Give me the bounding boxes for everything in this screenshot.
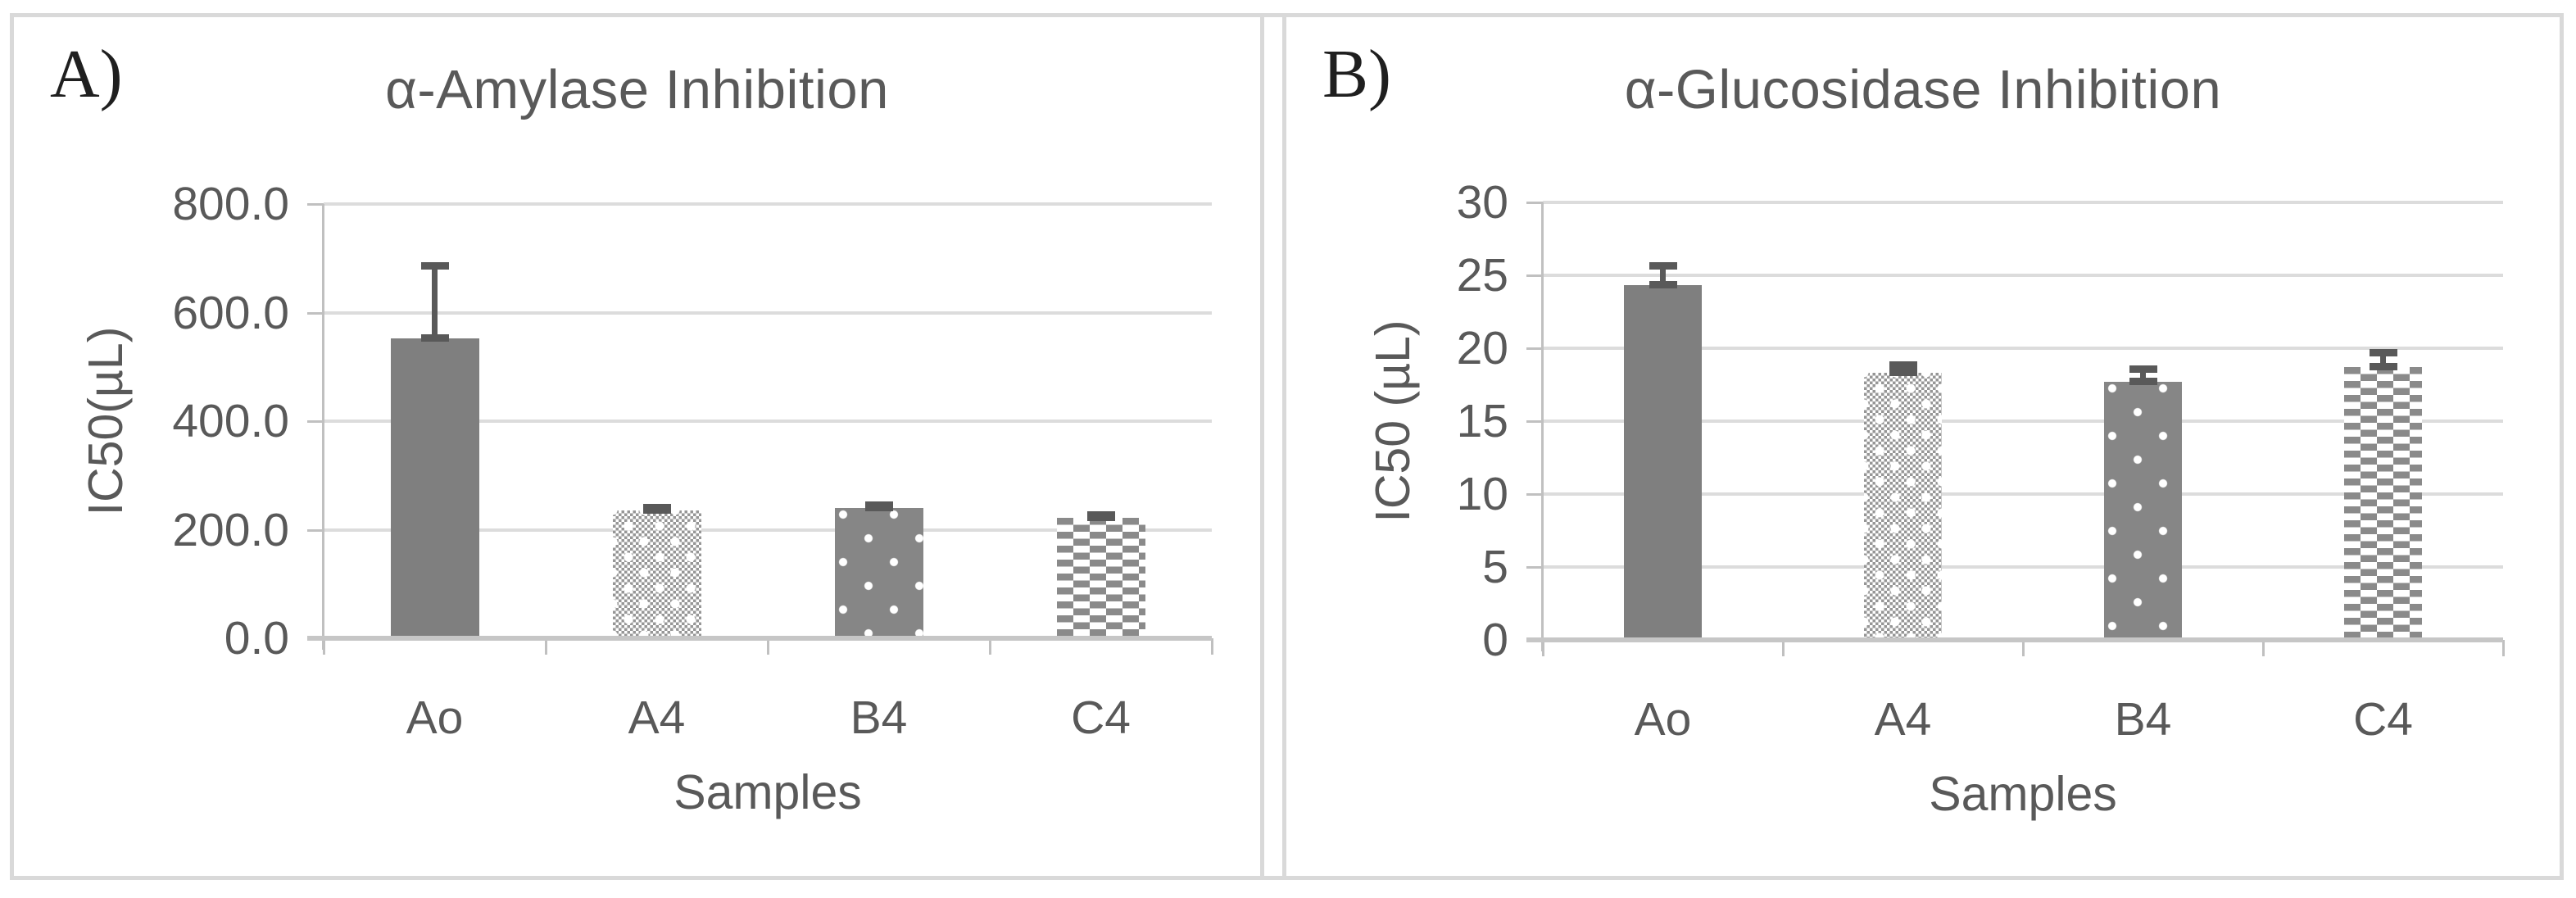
y-tick-label: 0 bbox=[1482, 614, 1508, 666]
x-category-label: A4 bbox=[1874, 693, 1932, 746]
error-bar-cap-bottom bbox=[864, 504, 893, 511]
error-bar-cap-top bbox=[1889, 361, 1917, 369]
error-bar-stem bbox=[1660, 265, 1666, 286]
x-axis-tick bbox=[323, 638, 325, 655]
error-bar-cap-bottom bbox=[2369, 363, 2397, 371]
y-tick-label: 30 bbox=[1456, 176, 1508, 229]
y-axis-tick bbox=[307, 420, 324, 423]
panel-gap bbox=[1264, 17, 1282, 876]
error-bar-cap-top bbox=[420, 261, 449, 270]
gridline bbox=[324, 528, 1212, 532]
error-bar-stem bbox=[2140, 368, 2146, 382]
x-category-label: Ao bbox=[1634, 693, 1692, 746]
x-category-label: B4 bbox=[2114, 693, 2172, 746]
bar-Ao bbox=[390, 338, 479, 638]
y-axis-tick bbox=[1526, 566, 1543, 569]
x-category-label: Ao bbox=[406, 692, 464, 744]
x-axis-tick bbox=[1211, 638, 1213, 655]
x-axis-tick bbox=[1782, 640, 1785, 656]
chart-b-plot-area bbox=[1526, 201, 2505, 656]
y-tick-label: 0.0 bbox=[224, 612, 289, 664]
y-axis-tick bbox=[307, 203, 324, 206]
y-axis-line bbox=[1541, 202, 1544, 651]
error-bar-cap-bottom bbox=[642, 506, 671, 514]
error-bar-stem bbox=[2380, 352, 2386, 368]
bar-B4 bbox=[834, 508, 923, 638]
error-bar-stem bbox=[432, 265, 438, 338]
y-tick-label: 400.0 bbox=[172, 395, 289, 447]
y-tick-label: 25 bbox=[1456, 249, 1508, 302]
gridline bbox=[1543, 492, 2503, 496]
x-category-label: A4 bbox=[628, 692, 686, 744]
error-bar-cap-top bbox=[1649, 261, 1677, 270]
x-axis-tick bbox=[989, 638, 991, 655]
y-axis-line bbox=[322, 204, 324, 650]
y-axis-tick bbox=[1526, 347, 1543, 350]
chart-panel-b: B) α-Glucosidase Inhibition IC50 (µL) Sa… bbox=[1282, 17, 2560, 876]
y-tick-label: 5 bbox=[1482, 541, 1508, 593]
bar-C4 bbox=[1056, 517, 1145, 638]
gridline bbox=[1543, 201, 2503, 204]
bar-A4 bbox=[612, 510, 701, 638]
gridline bbox=[324, 202, 1212, 206]
x-axis-tick bbox=[2022, 640, 2025, 656]
error-bar-cap-bottom bbox=[1086, 513, 1115, 521]
chart-b-x-axis-title: Samples bbox=[1929, 767, 2117, 821]
x-axis-tick bbox=[2502, 640, 2505, 656]
y-tick-label: 600.0 bbox=[172, 286, 289, 339]
y-tick-label: 15 bbox=[1456, 395, 1508, 447]
error-bar-cap-bottom bbox=[1649, 281, 1677, 289]
x-axis-tick bbox=[767, 638, 769, 655]
chart-panel-a: A) α-Amylase Inhibition IC50(µL) Samples… bbox=[14, 17, 1264, 876]
chart-a-title: α-Amylase Inhibition bbox=[385, 59, 889, 120]
chart-a-plot-area bbox=[307, 202, 1213, 655]
x-category-label: C4 bbox=[2353, 693, 2413, 746]
y-axis-tick bbox=[307, 311, 324, 315]
bar-A4 bbox=[1864, 373, 1942, 640]
y-axis-tick bbox=[1526, 274, 1543, 277]
x-axis-line bbox=[307, 636, 1212, 641]
error-bar-cap-bottom bbox=[2129, 377, 2157, 385]
x-axis-line bbox=[1526, 637, 2503, 642]
x-category-label: C4 bbox=[1071, 692, 1131, 744]
y-axis-tick bbox=[1526, 202, 1543, 204]
bar-C4 bbox=[2344, 367, 2422, 640]
y-axis-tick bbox=[307, 528, 324, 532]
x-axis-tick bbox=[1542, 640, 1544, 656]
chart-a-x-axis-title: Samples bbox=[673, 765, 862, 819]
error-bar-cap-bottom bbox=[1889, 369, 1917, 377]
y-tick-label: 800.0 bbox=[172, 178, 289, 230]
chart-b-title: α-Glucosidase Inhibition bbox=[1624, 59, 2222, 120]
gridline bbox=[324, 311, 1212, 315]
y-axis-tick bbox=[1526, 493, 1543, 496]
gridline bbox=[1543, 347, 2503, 350]
x-axis-tick bbox=[545, 638, 547, 655]
gridline bbox=[1543, 565, 2503, 569]
gridline bbox=[1543, 274, 2503, 277]
error-bar-stem bbox=[1900, 364, 1906, 374]
gridline bbox=[324, 420, 1212, 423]
x-axis-tick bbox=[2262, 640, 2265, 656]
gridline bbox=[1543, 420, 2503, 423]
y-tick-label: 200.0 bbox=[172, 503, 289, 556]
figure-frame: A) α-Amylase Inhibition IC50(µL) Samples… bbox=[10, 13, 2564, 880]
y-axis-tick bbox=[1526, 420, 1543, 423]
bar-Ao bbox=[1624, 285, 1702, 640]
error-bar-cap-bottom bbox=[420, 333, 449, 342]
bar-B4 bbox=[2104, 381, 2182, 640]
panel-a-label: A) bbox=[50, 36, 123, 112]
error-bar-cap-top bbox=[2369, 349, 2397, 357]
x-category-label: B4 bbox=[850, 692, 908, 744]
y-tick-label: 10 bbox=[1456, 468, 1508, 520]
error-bar-cap-top bbox=[2129, 365, 2157, 373]
y-tick-label: 20 bbox=[1456, 322, 1508, 374]
panel-b-label: B) bbox=[1322, 36, 1391, 112]
